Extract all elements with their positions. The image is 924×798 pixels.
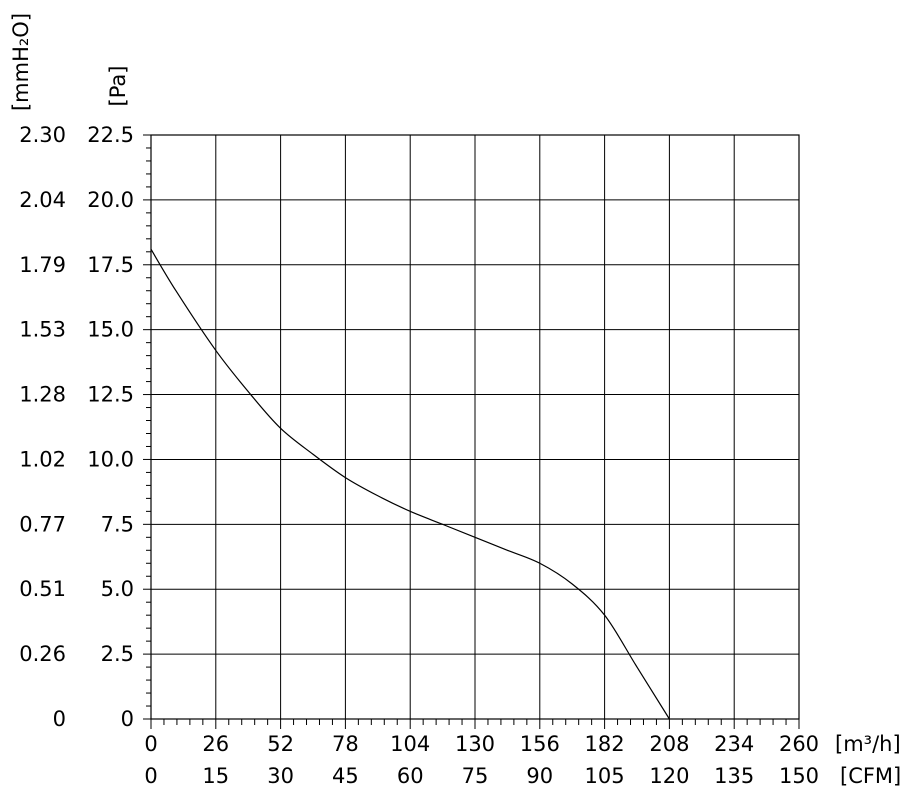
x-tick-label-m3h: 208 bbox=[649, 732, 689, 756]
minor-ticks bbox=[143, 134, 800, 729]
y-tick-label-mmh2o: 0.77 bbox=[19, 512, 66, 536]
y-axis-unit-mmh2o: [mmH₂O] bbox=[9, 13, 33, 111]
x-tick-label-m3h: 0 bbox=[144, 732, 157, 756]
y-tick-label-mmh2o: 1.79 bbox=[19, 253, 66, 277]
x-tick-label-cfm: 135 bbox=[714, 764, 754, 788]
y-tick-label-mmh2o: 2.04 bbox=[19, 188, 66, 212]
y-tick-labels-pa: 0 2.5 5.0 7.5 10.0 12.5 15.0 17.5 20.0 22.5 bbox=[87, 123, 134, 731]
y-tick-label-mmh2o: 0 bbox=[53, 707, 66, 731]
x-tick-label-cfm: 15 bbox=[202, 764, 229, 788]
x-tick-label-m3h: 104 bbox=[390, 732, 430, 756]
y-axis-unit-pa: [Pa] bbox=[106, 66, 130, 107]
y-tick-label-pa: 12.5 bbox=[87, 383, 134, 407]
x-tick-label-m3h: 130 bbox=[455, 732, 495, 756]
x-tick-label-cfm: 75 bbox=[462, 764, 489, 788]
performance-curve bbox=[150, 248, 670, 720]
x-axis-unit-m3h: [m³/h] bbox=[835, 732, 901, 756]
x-tick-label-m3h: 26 bbox=[202, 732, 229, 756]
y-tick-label-pa: 2.5 bbox=[101, 642, 134, 666]
x-tick-label-m3h: 182 bbox=[585, 732, 625, 756]
x-tick-label-cfm: 90 bbox=[526, 764, 553, 788]
x-tick-label-cfm: 30 bbox=[267, 764, 294, 788]
y-tick-label-pa: 22.5 bbox=[87, 123, 134, 147]
x-tick-label-m3h: 52 bbox=[267, 732, 294, 756]
x-tick-label-cfm: 105 bbox=[585, 764, 625, 788]
x-tick-label-cfm: 45 bbox=[332, 764, 359, 788]
x-tick-label-m3h: 156 bbox=[520, 732, 560, 756]
x-tick-label-cfm: 60 bbox=[397, 764, 424, 788]
x-tick-labels-m3h: 0 26 52 78 104 130 156 182 208 234 260 bbox=[144, 732, 819, 756]
y-tick-label-pa: 7.5 bbox=[101, 512, 134, 536]
y-tick-label-mmh2o: 0.51 bbox=[19, 577, 66, 601]
x-tick-label-m3h: 234 bbox=[714, 732, 754, 756]
plot-frame bbox=[150, 134, 800, 720]
x-tick-label-cfm: 0 bbox=[144, 764, 157, 788]
y-tick-label-pa: 20.0 bbox=[87, 188, 134, 212]
y-tick-label-mmh2o: 2.30 bbox=[19, 123, 66, 147]
y-tick-label-mmh2o: 1.02 bbox=[19, 447, 66, 471]
y-tick-label-mmh2o: 1.53 bbox=[19, 318, 66, 342]
y-tick-label-pa: 17.5 bbox=[87, 253, 134, 277]
y-tick-label-pa: 10.0 bbox=[87, 447, 134, 471]
x-tick-label-cfm: 150 bbox=[779, 764, 819, 788]
x-tick-label-cfm: 120 bbox=[649, 764, 689, 788]
grid bbox=[151, 135, 799, 719]
y-tick-label-pa: 15.0 bbox=[87, 318, 134, 342]
y-tick-label-mmh2o: 0.26 bbox=[19, 642, 66, 666]
y-tick-label-pa: 0 bbox=[121, 707, 134, 731]
x-tick-label-m3h: 78 bbox=[332, 732, 359, 756]
y-tick-label-mmh2o: 1.28 bbox=[19, 383, 66, 407]
x-tick-label-m3h: 260 bbox=[779, 732, 819, 756]
y-tick-labels-mmh2o: 0 0.26 0.51 0.77 1.02 1.28 1.53 1.79 2.04 2.30 bbox=[19, 123, 66, 731]
x-axis-unit-cfm: [CFM] bbox=[840, 764, 901, 788]
x-tick-labels-cfm: 0 15 30 45 60 75 90 105 120 135 150 bbox=[144, 764, 819, 788]
y-tick-label-pa: 5.0 bbox=[101, 577, 134, 601]
